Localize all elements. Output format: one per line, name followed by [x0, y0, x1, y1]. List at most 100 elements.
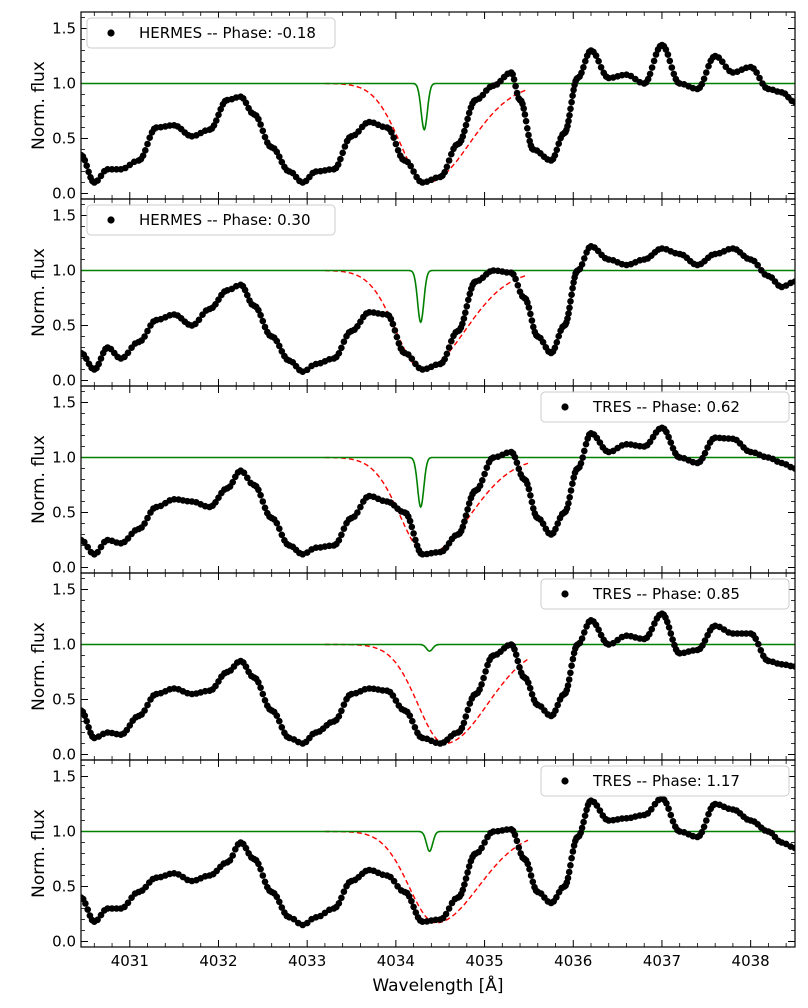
observed-point [337, 155, 344, 163]
observed-point [462, 309, 469, 317]
observed-point [144, 514, 151, 522]
observed-point [551, 152, 559, 159]
observed-point [85, 168, 92, 176]
observed-point [514, 282, 522, 289]
observed-point [278, 724, 286, 731]
observed-point [465, 296, 472, 304]
observed-point [335, 537, 343, 544]
observed-point [525, 485, 533, 493]
observed-point [564, 874, 572, 882]
broad-model-line [324, 269, 529, 371]
legend-marker [561, 590, 569, 598]
observed-point [441, 355, 449, 363]
observed-point [97, 172, 105, 180]
observed-point [340, 525, 348, 532]
observed-point [663, 800, 670, 807]
observed-point [581, 629, 588, 636]
observed-point [94, 177, 101, 184]
observed-point [552, 707, 559, 714]
observed-point [443, 350, 451, 358]
observed-point [81, 538, 88, 546]
y-tick-label: 0.5 [52, 878, 76, 896]
observed-point [273, 893, 281, 901]
observed-point [525, 304, 533, 311]
observed-point [513, 89, 521, 97]
observed-point [650, 57, 658, 65]
observed-point [242, 99, 250, 107]
observed-point [526, 865, 533, 873]
observed-point [442, 910, 450, 918]
observed-point [276, 717, 283, 725]
observed-point [791, 98, 795, 106]
observed-point [340, 888, 348, 895]
observed-point [462, 512, 470, 519]
observed-point [392, 140, 400, 148]
observed-point [513, 459, 521, 467]
observed-point [577, 460, 585, 467]
y-axis-label-panel-4: Norm. flux [29, 622, 49, 711]
observed-point [357, 503, 364, 511]
observed-point [273, 519, 281, 527]
observed-point [539, 338, 547, 346]
observed-point [566, 112, 573, 119]
observed-point [527, 492, 534, 499]
observed-point [244, 474, 251, 482]
observed-point [569, 480, 576, 488]
observed-point [84, 906, 91, 913]
observed-point [229, 478, 236, 486]
observed-point [259, 872, 267, 879]
observed-point [512, 82, 519, 90]
observed-point [82, 900, 89, 907]
y-tick-label: 1.5 [52, 768, 76, 786]
observed-point [665, 433, 672, 441]
observed-point [257, 311, 264, 319]
observed-point [479, 477, 486, 484]
y-tick-label: 1.5 [52, 20, 76, 38]
observed-point [666, 57, 674, 65]
observed-point [512, 275, 519, 283]
observed-point [578, 824, 586, 832]
observed-point [273, 712, 281, 719]
y-tick-label: 0.0 [52, 372, 76, 390]
observed-point [791, 663, 795, 670]
observed-point [255, 860, 262, 868]
observed-point [565, 310, 572, 317]
broad-model-line [324, 830, 529, 924]
observed-point [276, 342, 283, 350]
observed-point [578, 261, 586, 268]
observed-point [525, 131, 532, 139]
observed-point [255, 306, 262, 314]
observed-point [335, 713, 343, 720]
observed-point [94, 548, 101, 556]
observed-point [698, 80, 706, 88]
observed-point [395, 340, 403, 347]
observed-point [646, 438, 654, 446]
observed-point [276, 525, 283, 532]
observed-point [530, 323, 537, 331]
observed-point [555, 332, 562, 340]
observed-point [261, 133, 269, 141]
observed-point [464, 869, 471, 876]
observed-point [565, 500, 572, 507]
observed-point [757, 647, 765, 654]
observed-point [480, 674, 487, 682]
plot-area [81, 424, 795, 558]
observed-point [565, 676, 573, 683]
observed-point [255, 679, 262, 686]
observed-point [664, 51, 672, 58]
observed-point [392, 697, 400, 704]
observed-point [146, 134, 153, 141]
observed-point [340, 338, 348, 346]
observed-point [595, 626, 602, 633]
panel-frame [80, 759, 796, 948]
observed-point [257, 121, 264, 128]
observed-point [338, 531, 345, 539]
observed-point [565, 117, 572, 125]
observed-point [97, 543, 105, 551]
y-tick-label: 0.0 [52, 933, 76, 951]
observed-point [389, 320, 397, 328]
observed-point [210, 122, 218, 129]
y-tick-label: 1.5 [52, 581, 76, 599]
x-tick-label: 4033 [288, 952, 326, 970]
observed-point [514, 657, 522, 665]
